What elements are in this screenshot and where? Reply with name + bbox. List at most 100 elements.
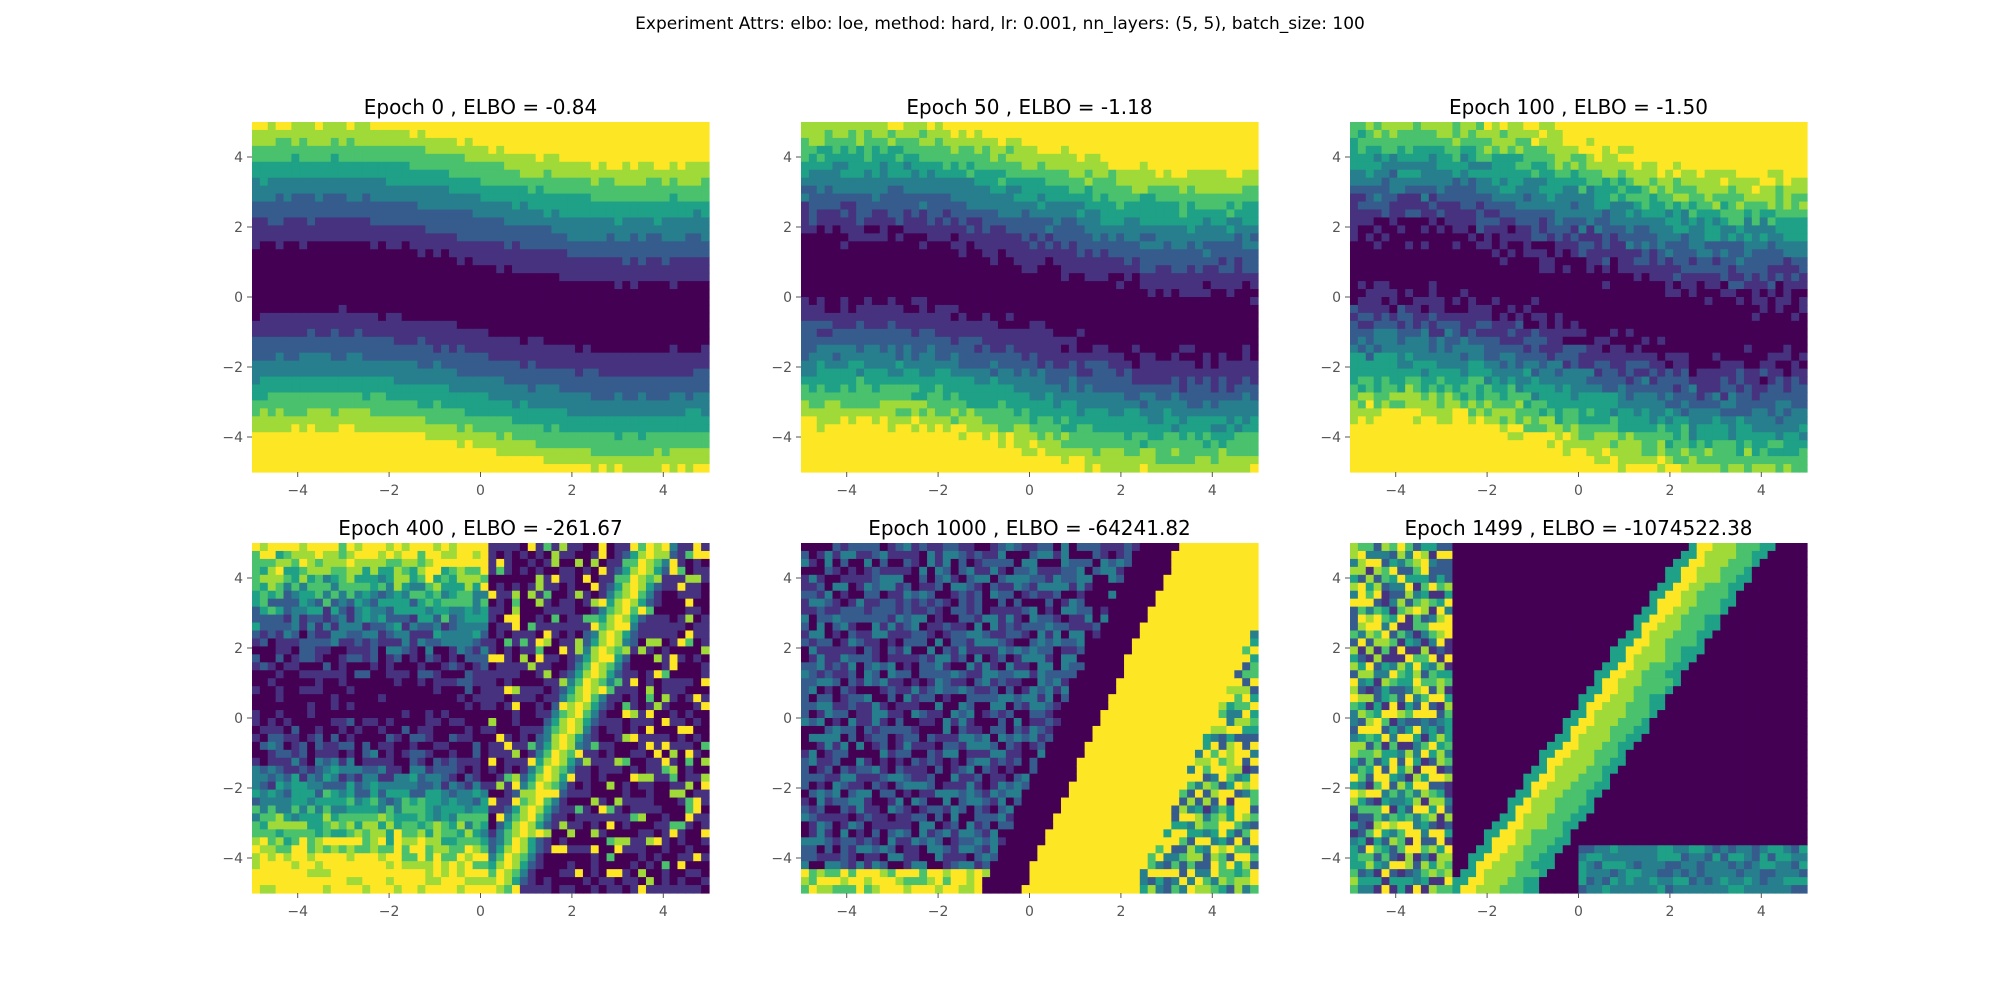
contour-cell — [410, 448, 418, 457]
contour-cell — [1132, 138, 1140, 147]
contour-cell — [1195, 233, 1203, 242]
contour-cell — [1069, 305, 1077, 314]
contour-cell — [801, 217, 809, 226]
contour-cell — [315, 130, 323, 139]
contour-cell — [1203, 297, 1211, 306]
contour-cell — [1053, 432, 1061, 441]
contour-cell — [809, 321, 817, 330]
contour-cell — [614, 186, 622, 195]
contour-cell — [880, 210, 888, 219]
contour-cell — [441, 273, 449, 282]
contour-cell — [1085, 146, 1093, 155]
contour-cell — [614, 345, 622, 354]
contour-cell — [291, 392, 299, 401]
contour-cell — [1093, 186, 1101, 195]
contour-cell — [1156, 361, 1164, 370]
contour-cell — [481, 297, 489, 306]
contour-cell — [998, 313, 1006, 322]
contour-cell — [833, 146, 841, 155]
contour-cell — [575, 432, 583, 441]
contour-cell — [575, 281, 583, 290]
contour-cell — [903, 217, 911, 226]
contour-cell — [685, 202, 693, 211]
contour-cell — [1116, 345, 1124, 354]
contour-cell — [599, 392, 607, 401]
contour-cell — [323, 281, 331, 290]
contour-cell — [394, 225, 402, 234]
contour-cell — [911, 281, 919, 290]
contour-cell — [354, 456, 362, 465]
contour-cell — [323, 424, 331, 433]
contour-cell — [315, 305, 323, 314]
contour-cell — [1156, 464, 1164, 473]
contour-cell — [331, 225, 339, 234]
contour-cell — [919, 369, 927, 378]
contour-cell — [591, 257, 599, 266]
contour-cell — [990, 448, 998, 457]
contour-cell — [457, 392, 465, 401]
contour-cell — [1006, 281, 1014, 290]
contour-cell — [1061, 297, 1069, 306]
contour-cell — [457, 257, 465, 266]
contour-cell — [441, 202, 449, 211]
contour-cell — [528, 361, 536, 370]
contour-cell — [291, 154, 299, 163]
contour-cell — [449, 377, 457, 386]
contour-cell — [1132, 424, 1140, 433]
contour-cell — [1179, 353, 1187, 362]
contour-cell — [386, 385, 394, 394]
contour-cell — [896, 265, 904, 274]
contour-cell — [512, 448, 520, 457]
contour-cell — [1093, 297, 1101, 306]
contour-cell — [896, 432, 904, 441]
contour-cell — [614, 202, 622, 211]
contour-cell — [670, 313, 678, 322]
contour-cell — [394, 448, 402, 457]
contour-cell — [833, 249, 841, 258]
contour-cell — [370, 162, 378, 171]
contour-cell — [638, 377, 646, 386]
contour-cell — [1100, 361, 1108, 370]
contour-cell — [1069, 130, 1077, 139]
contour-cell — [998, 186, 1006, 195]
contour-cell — [1085, 400, 1093, 409]
contour-cell — [331, 257, 339, 266]
contour-cell — [433, 416, 441, 425]
contour-cell — [370, 122, 378, 131]
contour-cell — [1203, 353, 1211, 362]
contour-cell — [599, 225, 607, 234]
contour-cell — [959, 385, 967, 394]
contour-cell — [848, 217, 856, 226]
contour-cell — [1053, 170, 1061, 179]
contour-cell — [362, 122, 370, 131]
contour-cell — [1069, 329, 1077, 338]
contour-cell — [856, 440, 864, 449]
contour-cell — [331, 305, 339, 314]
contour-cell — [1148, 273, 1156, 282]
contour-cell — [966, 202, 974, 211]
x-tick-label: 2 — [567, 483, 576, 499]
contour-cell — [378, 385, 386, 394]
contour-cell — [370, 217, 378, 226]
contour-cell — [1045, 265, 1053, 274]
contour-cell — [966, 345, 974, 354]
contour-cell — [974, 257, 982, 266]
contour-cell — [864, 448, 872, 457]
contour-cell — [567, 440, 575, 449]
contour-cell — [1045, 130, 1053, 139]
contour-cell — [701, 210, 709, 219]
contour-cell — [551, 241, 559, 250]
contour-cell — [880, 241, 888, 250]
contour-cell — [331, 281, 339, 290]
contour-cell — [872, 170, 880, 179]
contour-cell — [982, 273, 990, 282]
contour-cell — [544, 281, 552, 290]
contour-cell — [331, 154, 339, 163]
contour-cell — [1077, 464, 1085, 473]
contour-cell — [809, 170, 817, 179]
contour-cell — [935, 416, 943, 425]
contour-cell — [801, 345, 809, 354]
contour-cell — [896, 233, 904, 242]
contour-cell — [1100, 329, 1108, 338]
contour-cell — [825, 385, 833, 394]
